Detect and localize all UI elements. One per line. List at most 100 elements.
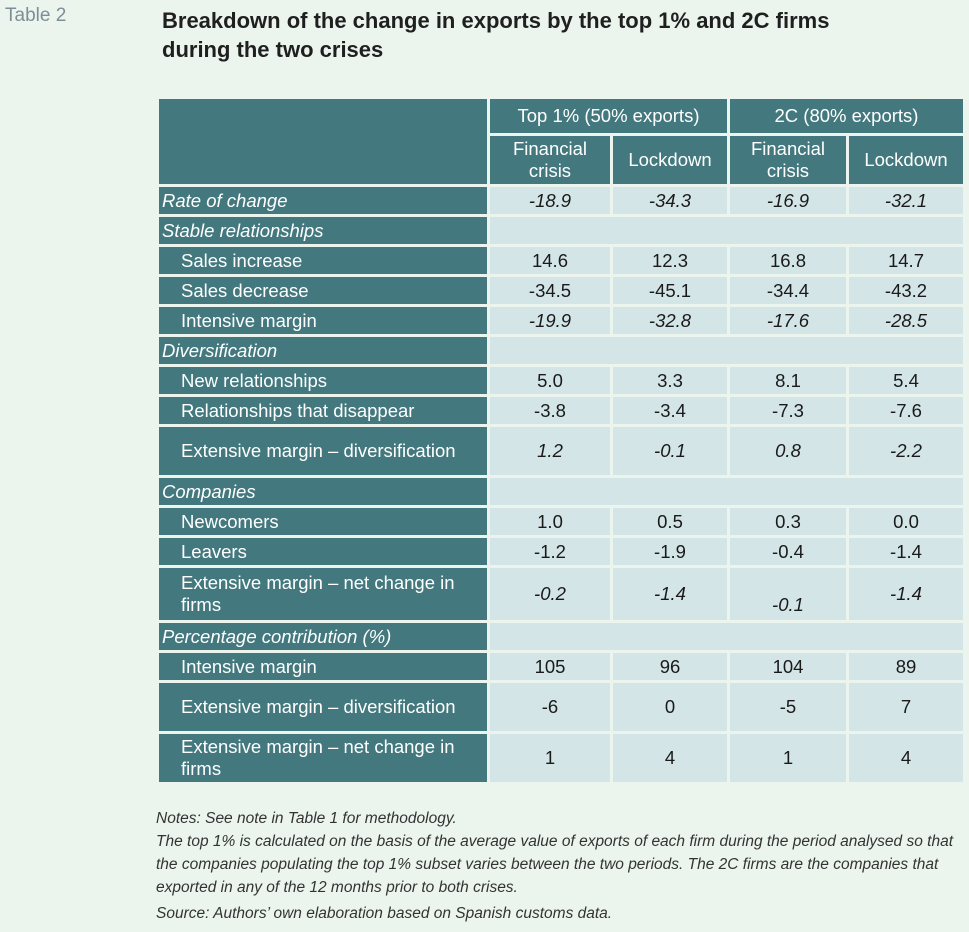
cell: 89	[849, 653, 963, 680]
cell: -7.3	[730, 397, 846, 424]
cell: -1.2	[490, 538, 610, 565]
table-row: Leavers -1.2 -1.9 -0.4 -1.4	[159, 538, 963, 565]
row-label: Extensive margin – net change in firms	[159, 734, 487, 782]
cell: -0.4	[730, 538, 846, 565]
table-row: Sales increase 14.6 12.3 16.8 14.7	[159, 247, 963, 274]
col-header: Financial crisis	[490, 136, 610, 184]
cell: -34.4	[730, 277, 846, 304]
cell: 105	[490, 653, 610, 680]
cell: -1.4	[849, 538, 963, 565]
section-label: Stable relationships	[159, 217, 487, 244]
cell: -5	[730, 683, 846, 731]
row-label: Newcomers	[159, 508, 487, 535]
source-line: Source: Authors’ own elaboration based o…	[156, 905, 613, 922]
row-label: Leavers	[159, 538, 487, 565]
cell: 104	[730, 653, 846, 680]
table-label: Table 2	[5, 5, 67, 26]
cell: -16.9	[730, 187, 846, 214]
cell: -0.1	[730, 568, 846, 620]
cell: -6	[490, 683, 610, 731]
page-title: Breakdown of the change in exports by th…	[162, 8, 830, 62]
cell: -18.9	[490, 187, 610, 214]
col-header: Lockdown	[613, 136, 727, 184]
cell: 1	[490, 734, 610, 782]
cell: -3.4	[613, 397, 727, 424]
cell: 1	[730, 734, 846, 782]
notes-line: The top 1% is calculated on the basis of…	[156, 833, 954, 896]
cell: -34.5	[490, 277, 610, 304]
table-row: Intensive margin -19.9 -32.8 -17.6 -28.5	[159, 307, 963, 334]
table-row: Percentage contribution (%)	[159, 623, 963, 650]
cell: -0.2	[490, 568, 610, 620]
cell: -3.8	[490, 397, 610, 424]
table-row: Relationships that disappear -3.8 -3.4 -…	[159, 397, 963, 424]
cell: 0.5	[613, 508, 727, 535]
cell: -1.9	[613, 538, 727, 565]
table-row: Companies	[159, 478, 963, 505]
cell: -32.1	[849, 187, 963, 214]
row-label: Sales increase	[159, 247, 487, 274]
section-label: Companies	[159, 478, 487, 505]
table-row: Rate of change -18.9 -34.3 -16.9 -32.1	[159, 187, 963, 214]
cell: -34.3	[613, 187, 727, 214]
row-label: Rate of change	[159, 187, 487, 214]
cell: 5.0	[490, 367, 610, 394]
table-row: Extensive margin – diversification -6 0 …	[159, 683, 963, 731]
row-label: Intensive margin	[159, 653, 487, 680]
cell: 1.0	[490, 508, 610, 535]
blank-cell	[490, 337, 963, 364]
row-label: New relationships	[159, 367, 487, 394]
cell: 96	[613, 653, 727, 680]
blank-cell	[490, 217, 963, 244]
table-row: Intensive margin 105 96 104 89	[159, 653, 963, 680]
cell: 4	[849, 734, 963, 782]
row-label: Extensive margin – net change in firms	[159, 568, 487, 620]
cell: 1.2	[490, 427, 610, 475]
col-header: Financial crisis	[730, 136, 846, 184]
blank-cell	[490, 623, 963, 650]
blank-cell	[490, 478, 963, 505]
cell: 3.3	[613, 367, 727, 394]
exports-breakdown-table: Top 1% (50% exports) 2C (80% exports) Fi…	[156, 96, 966, 785]
cell: 14.7	[849, 247, 963, 274]
cell: 5.4	[849, 367, 963, 394]
corner-header	[159, 99, 487, 184]
notes-line: Notes: See note in Table 1 for methodolo…	[156, 810, 457, 827]
row-label: Extensive margin – diversification	[159, 427, 487, 475]
group-header-top1: Top 1% (50% exports)	[490, 99, 727, 133]
cell: -45.1	[613, 277, 727, 304]
cell: 7	[849, 683, 963, 731]
cell: -0.1	[613, 427, 727, 475]
cell: -1.4	[849, 568, 963, 620]
cell: -32.8	[613, 307, 727, 334]
cell: 4	[613, 734, 727, 782]
cell: 0.3	[730, 508, 846, 535]
cell: 8.1	[730, 367, 846, 394]
table-row: Stable relationships	[159, 217, 963, 244]
cell: -1.4	[613, 568, 727, 620]
cell: 0.8	[730, 427, 846, 475]
table-row: Newcomers 1.0 0.5 0.3 0.0	[159, 508, 963, 535]
cell: 12.3	[613, 247, 727, 274]
row-label: Sales decrease	[159, 277, 487, 304]
cell: -7.6	[849, 397, 963, 424]
cell: 16.8	[730, 247, 846, 274]
table-row: Extensive margin – net change in firms -…	[159, 568, 963, 620]
cell: -17.6	[730, 307, 846, 334]
section-label: Diversification	[159, 337, 487, 364]
cell: -19.9	[490, 307, 610, 334]
cell: 0.0	[849, 508, 963, 535]
cell: 0	[613, 683, 727, 731]
cell: -28.5	[849, 307, 963, 334]
table-row: Sales decrease -34.5 -45.1 -34.4 -43.2	[159, 277, 963, 304]
cell: -43.2	[849, 277, 963, 304]
cell: 14.6	[490, 247, 610, 274]
cell: -2.2	[849, 427, 963, 475]
section-label: Percentage contribution (%)	[159, 623, 487, 650]
table-row: Extensive margin – diversification 1.2 -…	[159, 427, 963, 475]
col-header: Lockdown	[849, 136, 963, 184]
table-row: Diversification	[159, 337, 963, 364]
table-notes: Notes: See note in Table 1 for methodolo…	[156, 807, 956, 925]
row-label: Extensive margin – diversification	[159, 683, 487, 731]
row-label: Relationships that disappear	[159, 397, 487, 424]
